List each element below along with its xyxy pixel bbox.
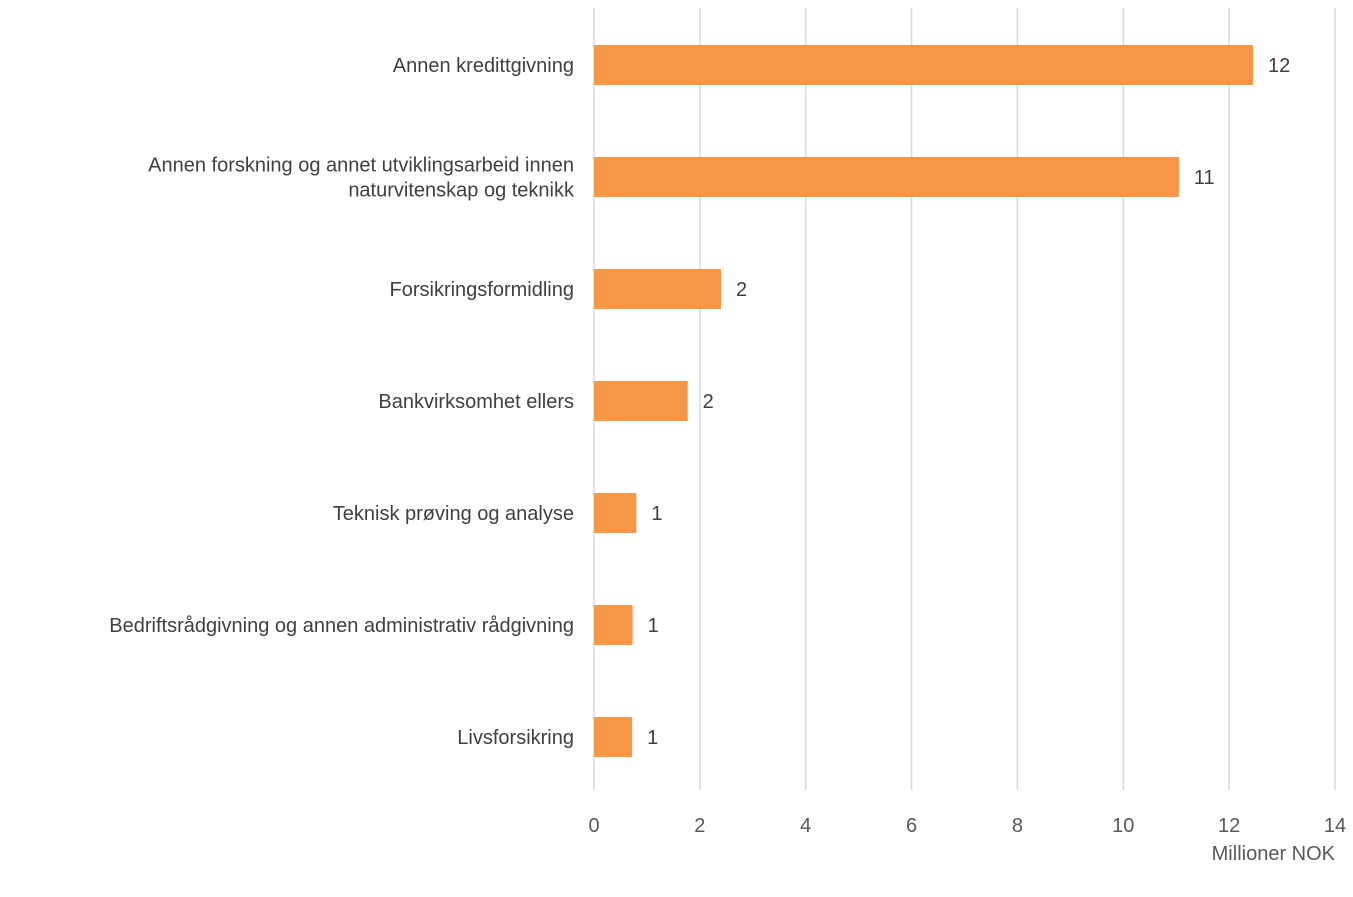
bar xyxy=(594,493,637,533)
bar xyxy=(594,717,633,757)
x-tick-label: 14 xyxy=(1324,815,1346,837)
category-labels: Annen kredittgivning Annen forskning og a… xyxy=(109,55,575,749)
bar-value-label: 11 xyxy=(1194,167,1215,189)
gridlines xyxy=(593,8,1336,790)
category-label-line: Forsikringsformidling xyxy=(390,279,575,301)
category-label: Annen kredittgivning xyxy=(393,55,574,77)
x-tick-label: 12 xyxy=(1218,815,1240,837)
category-label-line: Annen kredittgivning xyxy=(393,55,574,77)
category-label: Livsforsikring xyxy=(457,727,574,749)
category-label: Forsikringsformidling xyxy=(390,279,575,301)
bar-value-label: 2 xyxy=(736,279,747,301)
category-label: Bankvirksomhet ellers xyxy=(378,391,574,413)
category-label-line: Livsforsikring xyxy=(457,727,574,749)
x-tick-label: 2 xyxy=(694,815,705,837)
x-tick-label: 6 xyxy=(906,815,917,837)
bar xyxy=(594,605,633,645)
category-label-line: Bankvirksomhet ellers xyxy=(378,391,574,413)
x-tick-label: 8 xyxy=(1012,815,1023,837)
category-label: Bedriftsrådgivning og annen administrati… xyxy=(109,615,574,637)
category-label-line: naturvitenskap og teknikk xyxy=(348,180,575,202)
x-tick-label: 4 xyxy=(800,815,811,837)
bar xyxy=(594,157,1179,197)
category-label-line: Teknisk prøving og analyse xyxy=(333,503,574,525)
x-tick-label: 0 xyxy=(588,815,599,837)
axis-unit-label: Millioner NOK xyxy=(1212,843,1336,865)
bars xyxy=(594,45,1253,757)
bar-value-label: 2 xyxy=(703,391,714,413)
category-label: Annen forskning og annet utviklingsarbei… xyxy=(148,155,575,202)
category-label: Teknisk prøving og analyse xyxy=(333,503,574,525)
bar-value-label: 1 xyxy=(648,615,659,637)
x-axis-ticks: 0 2 4 6 8 10 12 14 xyxy=(588,815,1346,837)
x-tick-label: 10 xyxy=(1112,815,1134,837)
category-label-line: Bedriftsrådgivning og annen administrati… xyxy=(109,615,574,637)
bar-value-label: 1 xyxy=(647,727,658,749)
category-label-line: Annen forskning og annet utviklingsarbei… xyxy=(148,155,574,177)
bar xyxy=(594,269,722,309)
bar xyxy=(594,45,1253,85)
bar-value-label: 1 xyxy=(651,503,662,525)
bar-value-label: 12 xyxy=(1268,55,1290,77)
bar xyxy=(594,381,688,421)
